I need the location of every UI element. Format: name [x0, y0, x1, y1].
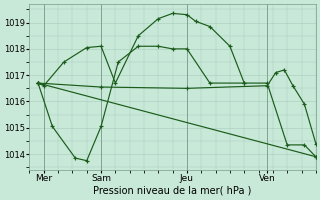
X-axis label: Pression niveau de la mer( hPa ): Pression niveau de la mer( hPa ) [93, 186, 252, 196]
